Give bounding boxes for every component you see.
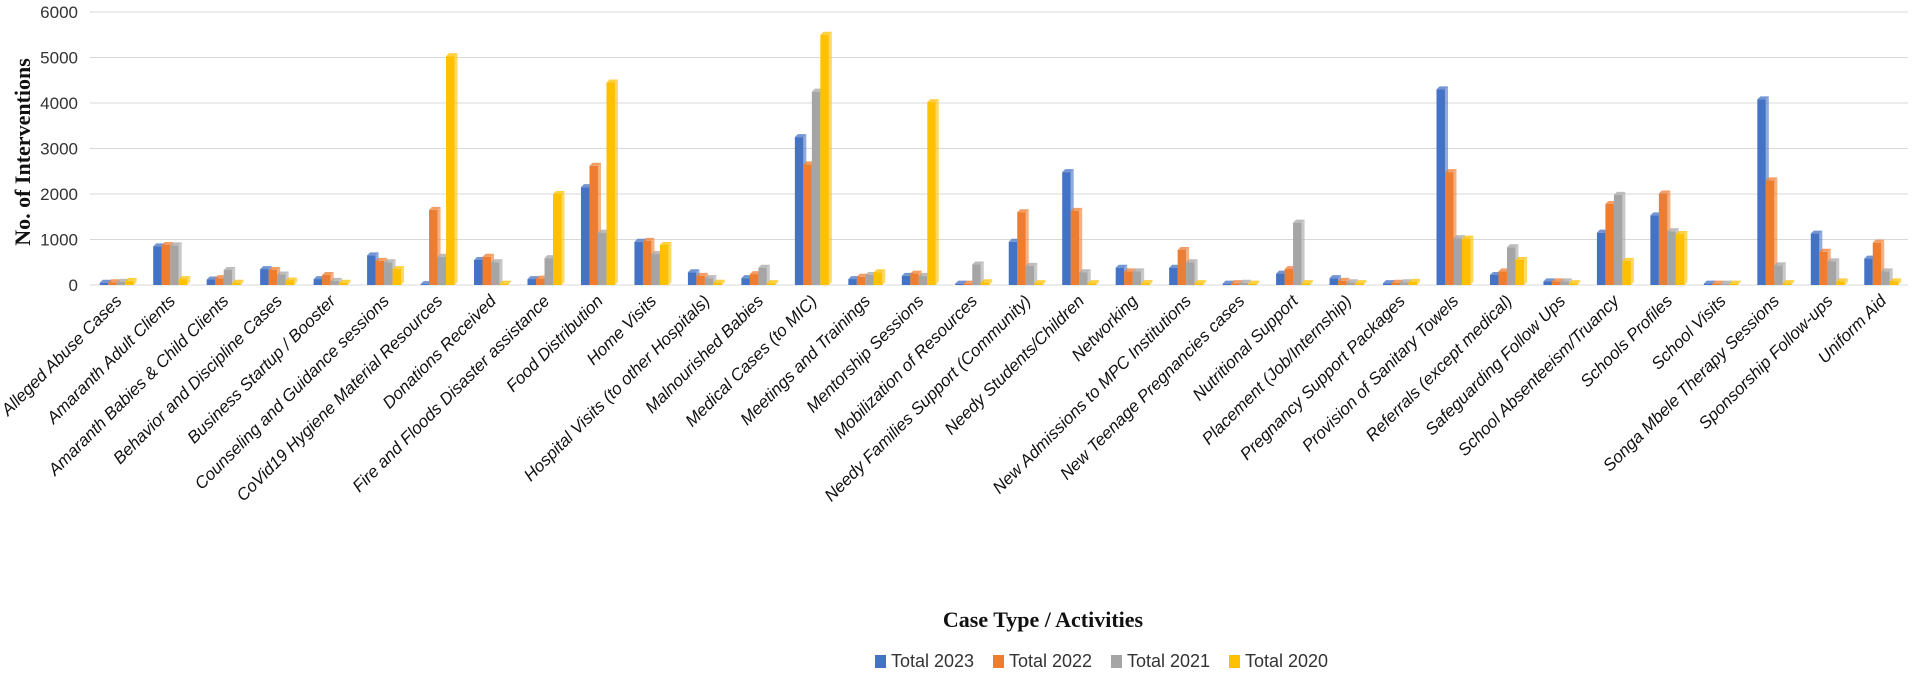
y-axis-title: No. of Interventions xyxy=(10,58,35,246)
legend-item: Total 2022 xyxy=(993,651,1092,671)
bar xyxy=(1782,280,1795,285)
bar xyxy=(659,241,672,285)
y-tick-label: 6000 xyxy=(40,3,78,22)
y-axis-tick-labels: 0 1000 2000 3000 4000 5000 6000 xyxy=(40,3,78,295)
category-label: Food Distribution xyxy=(502,291,606,395)
legend-swatch xyxy=(1111,655,1122,668)
bar xyxy=(1186,259,1198,285)
bar xyxy=(1568,280,1581,285)
legend-label: Total 2022 xyxy=(1009,651,1092,671)
bars xyxy=(99,31,1902,286)
bar xyxy=(1132,268,1145,285)
y-tick-label: 1000 xyxy=(40,231,78,250)
bar xyxy=(339,279,351,285)
legend-swatch xyxy=(875,655,886,668)
legend-label: Total 2023 xyxy=(891,651,974,671)
bar xyxy=(1355,280,1367,285)
bar xyxy=(170,242,182,285)
y-tick-label: 4000 xyxy=(40,94,78,113)
bar xyxy=(553,191,565,285)
category-label: Fire and Floods Disaster assistance xyxy=(349,291,554,496)
bar xyxy=(873,269,886,285)
bar xyxy=(491,259,503,285)
bar xyxy=(766,280,779,285)
legend-item: Total 2020 xyxy=(1229,651,1328,671)
gridlines xyxy=(90,11,1908,286)
y-tick-label: 2000 xyxy=(40,185,78,204)
bar xyxy=(178,276,191,285)
bar xyxy=(1774,262,1786,285)
bar xyxy=(1827,258,1840,285)
legend-label: Total 2020 xyxy=(1245,651,1328,671)
bar xyxy=(1765,177,1778,285)
bar xyxy=(1515,256,1527,285)
y-tick-label: 3000 xyxy=(40,140,78,159)
y-tick-label: 0 xyxy=(69,276,78,295)
category-label: Counseling and Guidance sessions xyxy=(191,291,393,493)
bar xyxy=(1293,219,1305,285)
legend-label: Total 2021 xyxy=(1127,651,1210,671)
bar xyxy=(927,99,939,285)
bar xyxy=(1194,280,1207,285)
bar xyxy=(1836,278,1848,285)
bar xyxy=(1034,280,1046,285)
bar xyxy=(1025,262,1038,285)
bar xyxy=(1729,280,1741,285)
bar xyxy=(980,279,993,285)
bar xyxy=(1622,257,1634,285)
bar xyxy=(758,264,770,285)
bar xyxy=(1087,280,1100,285)
bar xyxy=(1408,278,1421,285)
x-axis-title: Case Type / Activities xyxy=(943,607,1144,632)
bar xyxy=(972,261,984,285)
bar xyxy=(820,31,832,285)
bar xyxy=(499,280,512,285)
bar xyxy=(1675,231,1688,285)
bar xyxy=(606,79,618,286)
bar xyxy=(713,279,725,285)
bar xyxy=(1248,280,1260,285)
category-label: New Admissions to MPC Institutions xyxy=(989,291,1195,497)
legend: Total 2023 Total 2022 Total 2021 Total 2020 xyxy=(875,651,1328,671)
bar xyxy=(1462,235,1474,285)
bar xyxy=(1301,280,1314,285)
bar xyxy=(1141,280,1153,285)
bar xyxy=(1070,207,1083,285)
bar xyxy=(125,277,137,285)
bar xyxy=(392,266,405,285)
bar xyxy=(1889,278,1902,285)
bar xyxy=(232,279,244,285)
legend-item: Total 2023 xyxy=(875,651,974,671)
legend-swatch xyxy=(1229,655,1240,668)
y-tick-label: 5000 xyxy=(40,49,78,68)
legend-item: Total 2021 xyxy=(1111,651,1210,671)
category-label: Schools Profiles xyxy=(1577,291,1677,391)
legend-swatch xyxy=(993,655,1004,668)
bar xyxy=(446,53,458,286)
bar xyxy=(285,277,298,285)
